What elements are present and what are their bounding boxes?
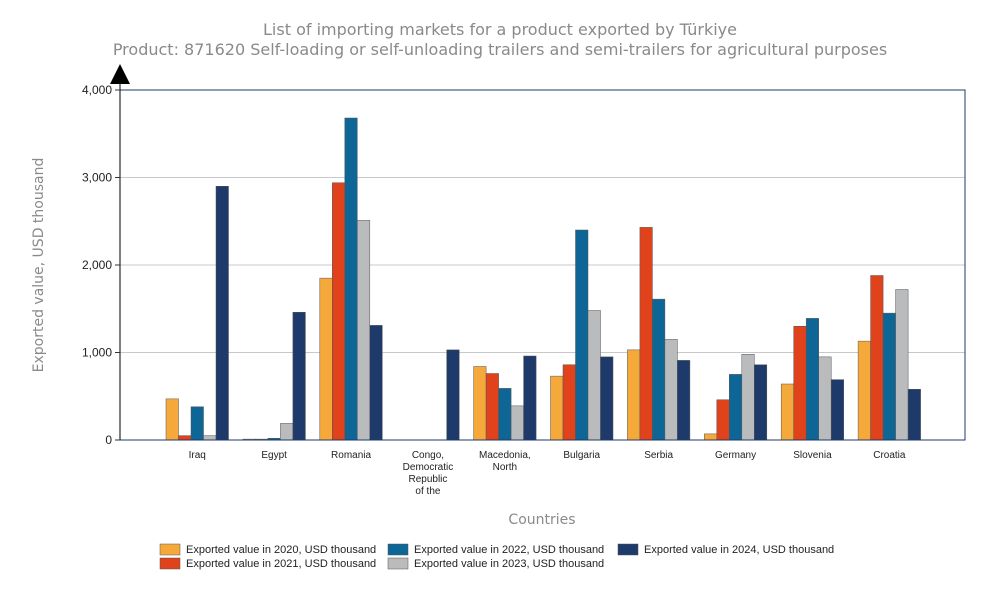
bar — [754, 364, 768, 441]
bar — [830, 379, 844, 441]
legend-swatch — [387, 543, 409, 556]
legend-swatch — [159, 557, 181, 570]
bar — [704, 433, 718, 441]
bar — [716, 399, 730, 441]
bar — [895, 289, 909, 441]
bar — [485, 373, 499, 441]
bar — [652, 298, 666, 441]
bar — [741, 354, 755, 441]
bar — [178, 435, 192, 441]
x-tick-label: Iraq — [189, 450, 206, 461]
legend: Exported value in 2020, USD thousand Expo… — [159, 543, 834, 570]
legend-label: Exported value in 2022, USD thousand — [414, 544, 604, 556]
bar — [498, 388, 512, 441]
bar — [575, 229, 589, 441]
bar — [332, 182, 346, 441]
legend-swatch — [617, 543, 639, 556]
x-tick-label: Germany — [715, 450, 756, 461]
x-ticks: Iraq Egypt Romania Congo, Democratic Republic… — [189, 450, 906, 497]
bar — [627, 349, 641, 441]
y-ticks: 0 1,000 2,000 3,000 4,000 — [82, 83, 120, 447]
y-tick-label: 2,000 — [82, 258, 112, 272]
bar — [165, 398, 179, 441]
bar — [639, 227, 653, 441]
legend-label: Exported value in 2024, USD thousand — [644, 544, 834, 556]
x-tick-label: Slovenia — [793, 450, 832, 461]
bar — [907, 389, 921, 441]
bar — [190, 406, 204, 441]
bar — [562, 364, 576, 441]
bar — [523, 355, 537, 441]
grid — [120, 177, 965, 353]
x-tick-label: Serbia — [644, 450, 673, 461]
bar — [780, 383, 794, 441]
bar — [369, 325, 383, 441]
bar — [215, 186, 229, 441]
bar — [882, 312, 896, 441]
bar — [870, 275, 884, 441]
x-tick-label: Croatia — [873, 450, 906, 461]
bars — [165, 117, 921, 441]
bar — [857, 340, 871, 441]
x-tick-label: Egypt — [261, 450, 287, 461]
bar — [600, 356, 614, 441]
legend-label: Exported value in 2020, USD thousand — [186, 544, 376, 556]
legend-swatch — [159, 543, 181, 556]
bar — [677, 360, 691, 441]
x-tick-label: Macedonia, North — [479, 450, 531, 473]
bar — [473, 366, 487, 441]
x-tick-label: Romania — [331, 450, 371, 461]
y-tick-label: 3,000 — [82, 171, 112, 185]
legend-label: Exported value in 2021, USD thousand — [186, 558, 376, 570]
bar — [446, 349, 460, 441]
legend-label: Exported value in 2023, USD thousand — [414, 558, 604, 570]
bar — [510, 405, 524, 441]
bar — [550, 375, 564, 441]
bar — [805, 318, 819, 441]
x-tick-label: Congo, Democratic Republic of the — [403, 450, 454, 497]
y-axis-title: Exported value, USD thousand — [31, 158, 47, 373]
y-axis-arrow — [110, 64, 130, 84]
x-axis-title: Countries — [508, 512, 575, 528]
bar — [818, 356, 832, 441]
y-tick-label: 0 — [105, 433, 112, 447]
x-tick-label: Bulgaria — [563, 450, 600, 461]
bar — [280, 423, 294, 441]
chart-subtitle: Product: 871620 Self-loading or self-unl… — [113, 40, 887, 59]
bar — [587, 310, 601, 441]
legend-swatch — [387, 557, 409, 570]
y-tick-label: 1,000 — [82, 346, 112, 360]
bar — [357, 220, 371, 441]
bar — [344, 117, 358, 441]
bar — [203, 435, 217, 441]
chart-title: List of importing markets for a product … — [263, 20, 737, 39]
bar — [319, 277, 333, 441]
bar — [664, 339, 678, 441]
y-tick-label: 4,000 — [82, 83, 112, 97]
bar — [729, 374, 743, 441]
bar — [793, 326, 807, 441]
bar — [292, 312, 306, 441]
